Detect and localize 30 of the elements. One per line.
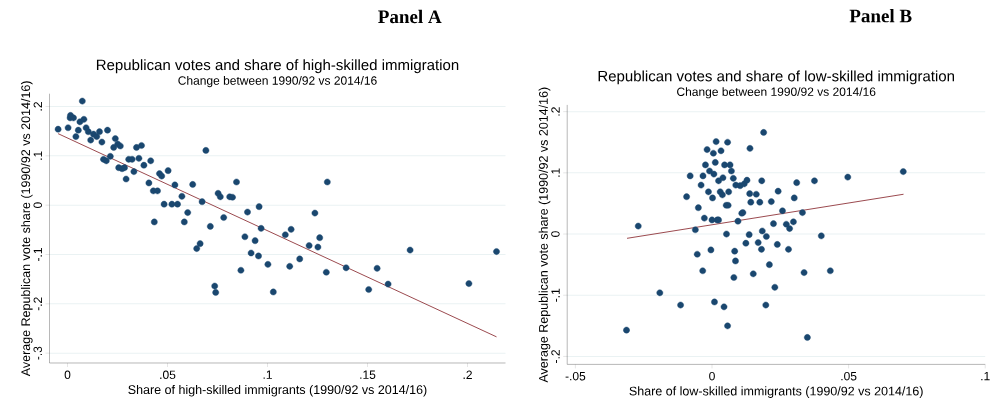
x-tick-label: .05 [841,371,857,381]
x-tick-label: 0 [709,371,715,381]
chart-title: Republican votes and share of high-skilled immigration [96,59,459,74]
y-tick-label: .1 [33,151,42,160]
y-tick-label: -.1 [551,288,560,302]
x-tick-label: .2 [463,370,472,379]
y-tick-label: -.2 [551,350,560,363]
x-tick-label: .1 [981,371,990,381]
y-tick-label: 0 [33,202,42,209]
text: Panel A [378,9,442,24]
y-tick-label: -.3 [33,346,42,360]
y-tick-label: -.1 [33,248,42,261]
x-axis-title: Share of low-skilled immigrants (1990/92 vs 2014/16) [629,386,923,398]
text: Panel B [849,9,912,23]
chart-subtitle: Change between 1990/92 vs 2014/16 [178,75,377,88]
x-tick-label: .15 [360,370,376,379]
x-tick-label: 0 [64,370,71,380]
y-tick-label: .1 [551,168,560,177]
x-axis-title: Share of high-skilled immigrants (1990/92 vs 2014/16) [128,384,427,397]
x-tick-label: .1 [263,370,272,379]
y-axis-title: Average Republican vote share (1990/92 vs 2014/16) [20,81,33,377]
y-tick-label: 0 [551,231,560,237]
chart-title: Republican votes and share of low-skilled immigration [598,70,954,85]
x-tick-label: .05 [160,370,176,380]
y-axis-title: Average Republican vote share (1990/92 vs 2014/16) [538,87,551,383]
chart-subtitle: Change between 1990/92 vs 2014/16 [677,87,876,99]
y-tick-label: -.2 [33,297,42,311]
y-tick-label: .2 [33,102,42,111]
y-tick-label: .2 [551,107,560,116]
x-tick-label: -.05 [565,371,586,381]
